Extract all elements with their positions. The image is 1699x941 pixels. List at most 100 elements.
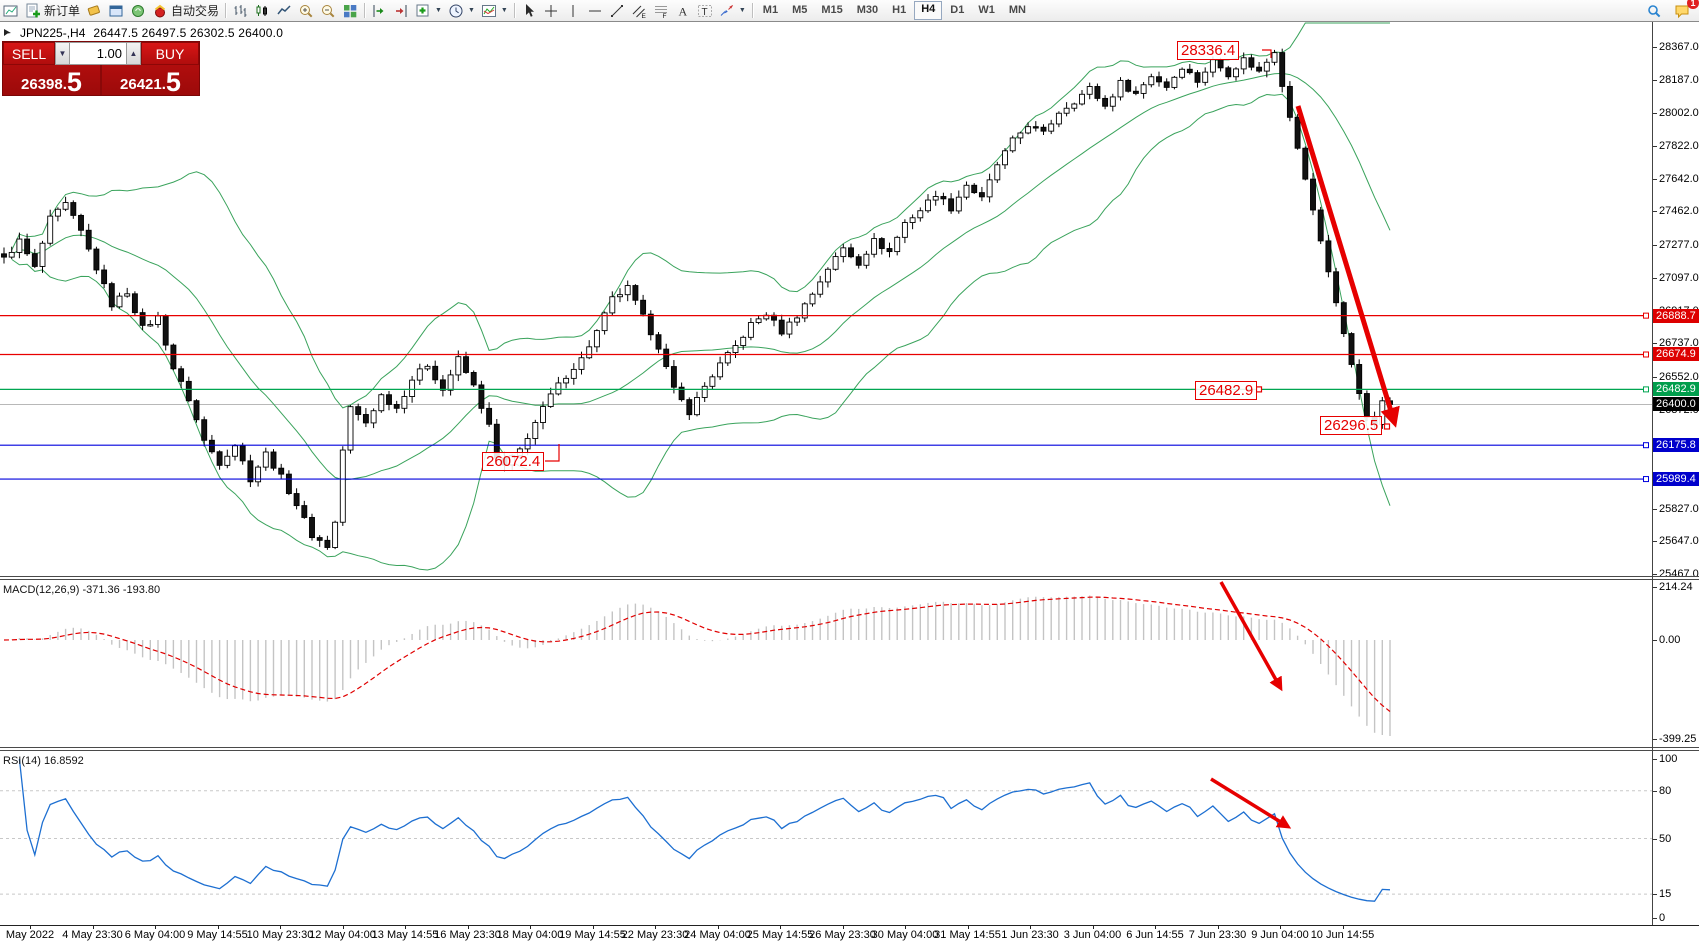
time-tick	[467, 925, 469, 929]
time-label: 1 Jun 23:30	[1001, 929, 1059, 941]
new-chart-dropdown-button[interactable]: ▼	[412, 1, 445, 20]
tf-m15-button[interactable]: M15	[821, 4, 843, 16]
tf-mn-button[interactable]: MN	[1008, 4, 1026, 16]
line-view-button[interactable]	[273, 1, 295, 20]
axis-tick-label: 27822.0	[1659, 140, 1699, 153]
panel-separator-macd[interactable]	[0, 576, 1699, 580]
toolbar-separator	[513, 3, 515, 18]
time-tick	[217, 925, 219, 929]
line-icon	[276, 3, 292, 19]
search-icon	[1646, 3, 1662, 19]
crosshair-icon	[543, 3, 559, 19]
axis-tick	[1652, 640, 1657, 641]
time-label: 19 May 14:55	[559, 929, 626, 941]
time-tick	[842, 925, 844, 929]
axis-tick	[1652, 541, 1657, 543]
tile-windows-button[interactable]	[339, 1, 361, 20]
volume-input[interactable]: 1.00	[70, 42, 126, 65]
bars-view-button[interactable]	[229, 1, 251, 20]
level-price-badge: 26674.9	[1653, 347, 1699, 362]
algo-trading-button[interactable]: 自动交易	[149, 1, 222, 20]
price-callout[interactable]: 26482.9	[1195, 381, 1258, 400]
svg-text:A: A	[678, 4, 687, 18]
toolbox-button[interactable]	[83, 1, 105, 20]
buy-button[interactable]: BUY	[141, 42, 199, 65]
vertical-line-button[interactable]	[562, 1, 584, 20]
level-price-badge: 26482.9	[1653, 382, 1699, 397]
timeframe-dropdown-button[interactable]: ▼	[445, 1, 478, 20]
macd-values: -371.36 -193.80	[82, 584, 161, 596]
zoom-in-button[interactable]	[295, 1, 317, 20]
axis-tick	[1652, 838, 1657, 840]
notifications-button[interactable]: 1	[1671, 0, 1699, 20]
chart-window-button[interactable]	[0, 1, 22, 20]
candles-icon	[254, 3, 270, 19]
buy-price-int: 26421	[120, 76, 162, 93]
trendline-button[interactable]	[606, 1, 628, 20]
rsi-name: RSI(14)	[3, 755, 41, 767]
price-callout[interactable]: 26072.4	[482, 452, 545, 471]
trend-arrow[interactable]	[1295, 105, 1400, 428]
svg-text:T: T	[701, 7, 707, 18]
axis-tick	[1652, 894, 1657, 896]
trend-arrow[interactable]	[1219, 581, 1283, 692]
volume-increase-button[interactable]: ▲	[126, 42, 141, 65]
horizontal-line-button[interactable]	[584, 1, 606, 20]
fibo-icon: F	[653, 3, 669, 19]
auto-scroll-button[interactable]	[368, 1, 390, 20]
tf-h4-button[interactable]: H4	[914, 1, 943, 20]
main-chart-plot[interactable]	[0, 21, 1652, 576]
crosshair-button[interactable]	[540, 1, 562, 20]
time-label: 9 Jun 04:00	[1251, 929, 1309, 941]
macd-plot[interactable]	[0, 580, 1652, 747]
sell-price[interactable]: 26398. 5	[3, 65, 100, 96]
cursor-button[interactable]	[518, 1, 540, 20]
navigator-button[interactable]	[127, 1, 149, 20]
text-button[interactable]: A	[672, 1, 694, 20]
sell-button[interactable]: SELL	[3, 42, 55, 65]
volume-decrease-button[interactable]: ▼	[55, 42, 70, 65]
bars-icon	[232, 3, 248, 19]
candles-view-button[interactable]	[251, 1, 273, 20]
cursor-icon	[521, 3, 537, 19]
buy-price[interactable]: 26421. 5	[102, 65, 199, 96]
equidistant-channel-button[interactable]: E	[628, 1, 650, 20]
tf-m30-button[interactable]: M30	[856, 4, 879, 16]
algo-icon	[152, 3, 168, 19]
axis-tick-label: 25647.0	[1659, 535, 1699, 548]
search-button[interactable]	[1643, 1, 1665, 20]
price-callout[interactable]: 26296.5	[1320, 416, 1383, 435]
market-watch-button[interactable]	[105, 1, 127, 20]
axis-tick	[1652, 508, 1657, 510]
notification-badge: 1	[1687, 0, 1699, 9]
tf-w1-button[interactable]: W1	[978, 4, 995, 16]
arrows-dropdown-button[interactable]: ▼	[716, 1, 749, 20]
toolbar-separator	[751, 3, 753, 18]
trend-arrow[interactable]	[1210, 777, 1292, 829]
fibonacci-button[interactable]: F	[650, 1, 672, 20]
tf-m5-button[interactable]: M5	[792, 4, 808, 16]
rsi-plot[interactable]	[0, 751, 1652, 925]
panel-separator-rsi[interactable]	[0, 747, 1699, 751]
macd-tick-label: -399.25	[1659, 732, 1697, 745]
time-label: 10 May 23:30	[246, 929, 314, 941]
macd-name: MACD(12,26,9)	[3, 584, 80, 596]
sell-price-dot: .	[62, 76, 67, 93]
text-label-button[interactable]: T	[694, 1, 716, 20]
new-order-button[interactable]: 新订单	[22, 1, 83, 20]
chart-marker-icon	[3, 26, 12, 40]
toolbar: 新订单 自动交易 ▼ ▼ ▼ E F A T ▼ M1 M5 M15 M30 H1 H4 D1 W1 MN 1	[0, 0, 1699, 22]
axis-tick	[1652, 376, 1657, 378]
time-label: 6 Jun 14:55	[1126, 929, 1184, 941]
tf-d1-button[interactable]: D1	[950, 4, 965, 16]
time-label: 13 May 14:55	[371, 929, 439, 941]
price-callout[interactable]: 28336.4	[1177, 41, 1240, 60]
axis-tick	[1652, 918, 1657, 919]
zoom-out-button[interactable]	[317, 1, 339, 20]
tf-h1-button[interactable]: H1	[892, 4, 907, 16]
tf-m1-button[interactable]: M1	[762, 4, 779, 16]
time-label: 18 May 04:00	[496, 929, 564, 941]
template-dropdown-button[interactable]: ▼	[478, 1, 511, 20]
axis-tick-label: 28187.0	[1659, 73, 1699, 86]
chart-shift-button[interactable]	[390, 1, 412, 20]
